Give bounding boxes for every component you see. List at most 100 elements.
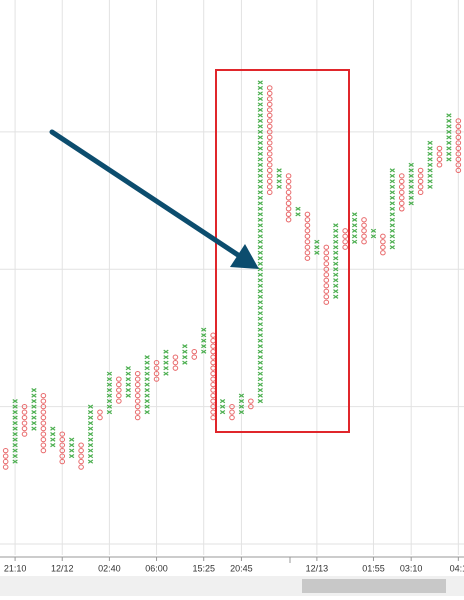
o-box (97, 409, 103, 415)
x-box (69, 443, 75, 448)
x-box (257, 135, 263, 140)
x-box (31, 393, 37, 398)
x-box (257, 360, 263, 365)
x-box (427, 162, 433, 167)
o-box (2, 447, 9, 454)
o-box (40, 398, 47, 404)
o-box (455, 156, 462, 163)
o-box (266, 90, 273, 97)
o-column (455, 118, 462, 173)
x-box (389, 228, 395, 233)
x-box (333, 239, 339, 244)
x-column (276, 168, 282, 189)
x-box (333, 278, 339, 283)
o-box (116, 387, 122, 393)
x-box (257, 371, 263, 376)
o-column (59, 431, 66, 465)
o-box (285, 195, 292, 201)
x-box (370, 228, 377, 233)
x-box (106, 399, 113, 404)
o-box (40, 403, 47, 410)
o-column (78, 442, 84, 470)
x-box (446, 151, 452, 156)
arrow-head (230, 244, 259, 269)
x-box (257, 333, 263, 338)
o-box (59, 436, 66, 443)
x-box (257, 80, 263, 85)
o-box (398, 178, 405, 184)
o-box (285, 206, 292, 212)
o-box (285, 178, 292, 184)
o-box (342, 239, 348, 245)
o-box (380, 244, 386, 250)
x-box (446, 146, 452, 151)
o-box (191, 349, 198, 355)
x-box (12, 448, 18, 453)
x-column (87, 404, 94, 464)
x-box (201, 333, 207, 338)
o-box (455, 129, 462, 135)
x-box (219, 404, 226, 409)
x-box (389, 206, 395, 211)
o-column (153, 360, 160, 382)
o-column (2, 447, 9, 470)
o-box (323, 244, 330, 250)
x-box (257, 283, 263, 288)
o-box (398, 189, 405, 195)
x-box (427, 157, 433, 162)
x-box (257, 195, 263, 200)
o-box (455, 140, 462, 146)
o-box (361, 239, 367, 245)
highlight-box (215, 69, 350, 433)
x-box (106, 388, 113, 393)
o-box (342, 244, 348, 250)
x-box (446, 140, 452, 145)
o-box (59, 431, 66, 437)
x-box (427, 173, 433, 178)
x-box (257, 173, 263, 178)
x-box (144, 377, 150, 382)
o-column (21, 403, 28, 437)
x-box (125, 393, 131, 398)
x-box (50, 426, 56, 431)
o-column (285, 173, 292, 223)
x-box (219, 399, 226, 404)
x-box (31, 410, 37, 415)
o-box (153, 376, 160, 382)
o-box (285, 184, 292, 190)
o-box (266, 134, 273, 141)
x-box (144, 366, 150, 371)
x-box (12, 415, 18, 420)
x-box (257, 250, 263, 255)
o-box (266, 140, 273, 146)
x-box (276, 184, 282, 189)
o-box (2, 464, 9, 470)
x-box (257, 355, 263, 360)
x-box (257, 305, 263, 310)
x-box (31, 388, 37, 393)
o-box (285, 217, 292, 223)
x-box (87, 415, 94, 420)
o-box (436, 151, 443, 157)
o-box (59, 453, 66, 459)
x-box (12, 453, 18, 459)
o-box (455, 118, 462, 124)
o-box (266, 96, 273, 102)
scrollbar-thumb[interactable] (302, 579, 446, 593)
o-box (134, 409, 141, 415)
x-box (50, 437, 56, 442)
o-box (40, 431, 47, 437)
o-column (436, 145, 443, 168)
x-box (257, 399, 263, 404)
x-box (314, 245, 320, 250)
x-column (163, 349, 169, 376)
x-box (238, 404, 245, 409)
x-box (12, 432, 18, 437)
x-box (408, 168, 414, 173)
x-box (408, 190, 414, 195)
x-box (389, 195, 395, 200)
x-box (31, 404, 37, 409)
x-column (50, 426, 56, 448)
x-box (12, 443, 18, 448)
x-box (257, 91, 263, 96)
